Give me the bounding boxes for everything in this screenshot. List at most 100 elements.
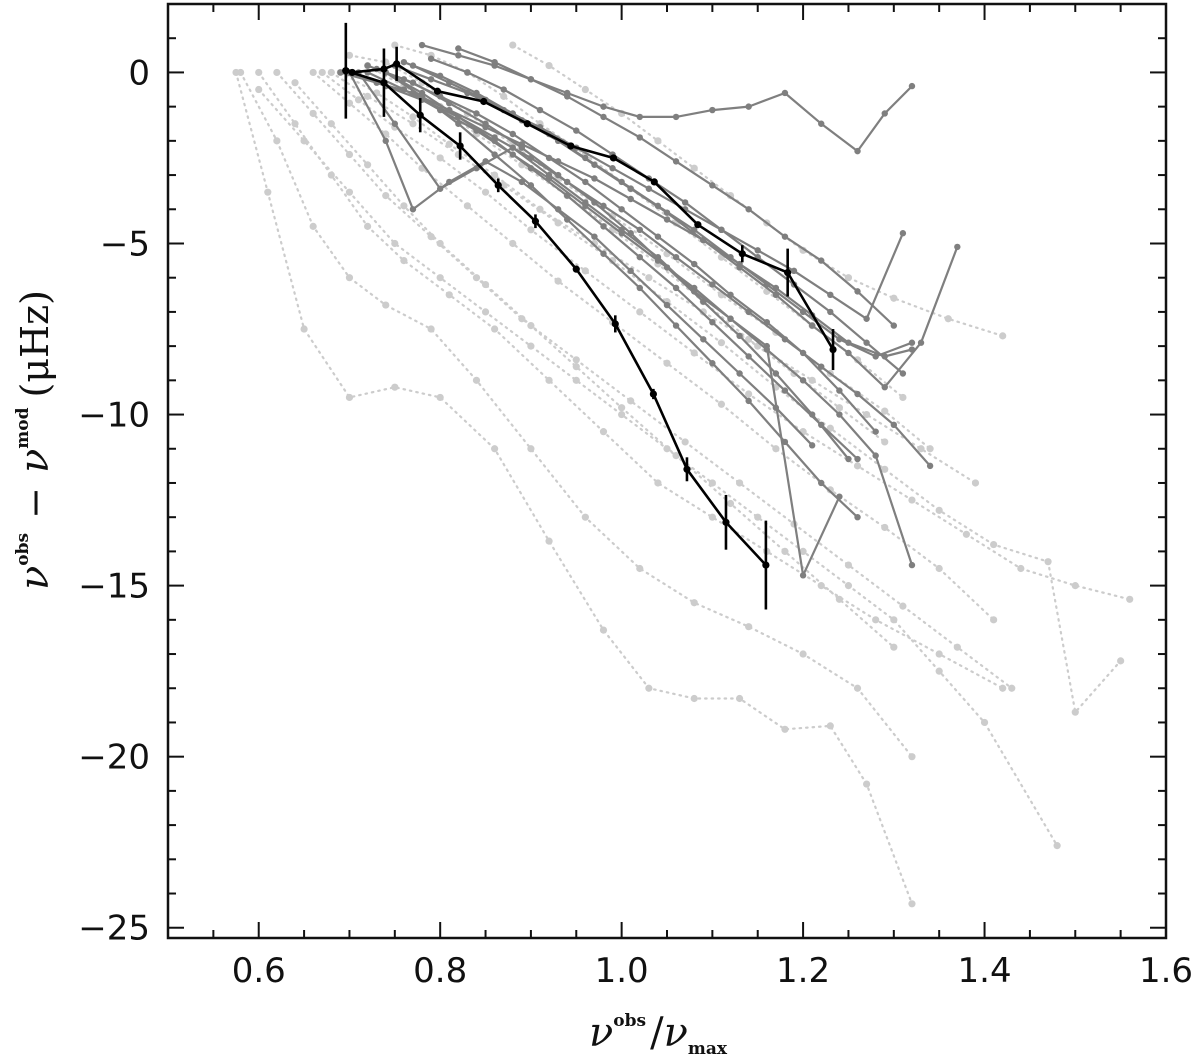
sample-point xyxy=(473,110,480,117)
sample-series xyxy=(418,41,916,155)
sample-point xyxy=(491,151,498,158)
x-label-main: ν xyxy=(589,1010,613,1056)
sample-point xyxy=(691,260,698,268)
background-point xyxy=(509,41,517,49)
highlight-point xyxy=(609,154,618,162)
background-point xyxy=(345,51,354,59)
background-point xyxy=(944,315,952,323)
background-point xyxy=(491,445,499,453)
sample-point xyxy=(663,301,671,309)
sample-point xyxy=(881,110,888,117)
background-point xyxy=(835,404,843,412)
background-point xyxy=(1053,842,1061,850)
sample-point xyxy=(663,216,671,223)
background-point xyxy=(935,667,943,675)
sample-point xyxy=(854,455,861,463)
sample-point xyxy=(491,137,498,145)
sample-point xyxy=(509,130,516,138)
background-point xyxy=(1017,564,1025,573)
background-point xyxy=(400,256,408,265)
highlight-point xyxy=(433,87,442,95)
background-point xyxy=(808,376,816,384)
sample-line xyxy=(384,71,859,461)
highlight-point xyxy=(722,518,730,526)
sample-point xyxy=(836,336,843,343)
background-point xyxy=(409,113,417,121)
background-point xyxy=(427,325,435,333)
background-point xyxy=(327,68,335,77)
background-point xyxy=(382,191,390,200)
sample-point xyxy=(890,322,898,329)
sample-point xyxy=(418,41,426,49)
sample-point xyxy=(446,178,453,186)
sample-point xyxy=(818,479,825,487)
sample-point xyxy=(455,52,462,59)
sample-point xyxy=(772,291,780,299)
sample-point xyxy=(681,199,689,206)
background-point xyxy=(300,137,308,145)
background-point xyxy=(318,68,326,77)
sample-point xyxy=(890,421,898,429)
background-line xyxy=(321,71,1131,601)
background-line xyxy=(234,71,914,905)
sample-point xyxy=(745,103,752,110)
sample-point xyxy=(582,199,589,206)
background-line xyxy=(239,71,914,758)
background-point xyxy=(545,61,553,70)
background-series xyxy=(255,85,1061,850)
background-point xyxy=(690,164,698,172)
sample-point xyxy=(600,250,607,257)
sample-point xyxy=(709,106,716,114)
background-line xyxy=(275,71,1013,690)
sample-point xyxy=(700,336,707,343)
highlight-point xyxy=(738,250,746,258)
background-point xyxy=(844,274,853,282)
background-series xyxy=(509,41,1007,340)
sample-point xyxy=(564,93,571,100)
x-tick-label: 1.2 xyxy=(776,951,830,991)
sample-point xyxy=(455,113,462,121)
background-point xyxy=(890,643,898,651)
sample-point xyxy=(818,257,825,264)
highlight-line xyxy=(344,69,768,567)
background-point xyxy=(445,140,453,148)
sample-point xyxy=(845,349,852,357)
background-point xyxy=(291,120,299,128)
background-point xyxy=(971,479,980,487)
background-series xyxy=(273,68,1016,692)
sample-series xyxy=(455,45,898,329)
background-point xyxy=(427,233,435,241)
background-point xyxy=(581,267,589,275)
sample-point xyxy=(845,455,852,463)
background-point xyxy=(654,137,662,145)
background-point xyxy=(908,900,916,908)
sample-point xyxy=(718,226,725,234)
sample-point xyxy=(836,411,843,418)
background-point xyxy=(572,356,580,364)
background-point xyxy=(509,239,517,248)
sample-point xyxy=(727,315,734,322)
background-point xyxy=(708,513,716,521)
background-point xyxy=(255,85,263,94)
background-point xyxy=(772,445,780,453)
y-label-minus: − xyxy=(13,487,57,519)
sample-point xyxy=(609,165,616,172)
sample-point xyxy=(600,103,607,110)
background-point xyxy=(799,547,807,555)
sample-point xyxy=(391,120,399,127)
sample-point xyxy=(491,58,498,66)
sample-point xyxy=(872,452,879,459)
plot-frame xyxy=(166,2,1168,940)
sample-point xyxy=(808,411,816,418)
background-point xyxy=(608,256,617,265)
background-point xyxy=(463,202,471,210)
sample-point xyxy=(455,45,462,52)
background-point xyxy=(645,274,653,282)
background-point xyxy=(527,445,535,453)
background-point xyxy=(881,465,889,473)
sample-point xyxy=(863,339,870,346)
sample-point xyxy=(482,158,489,165)
background-point xyxy=(382,301,390,309)
sample-point xyxy=(781,89,789,97)
